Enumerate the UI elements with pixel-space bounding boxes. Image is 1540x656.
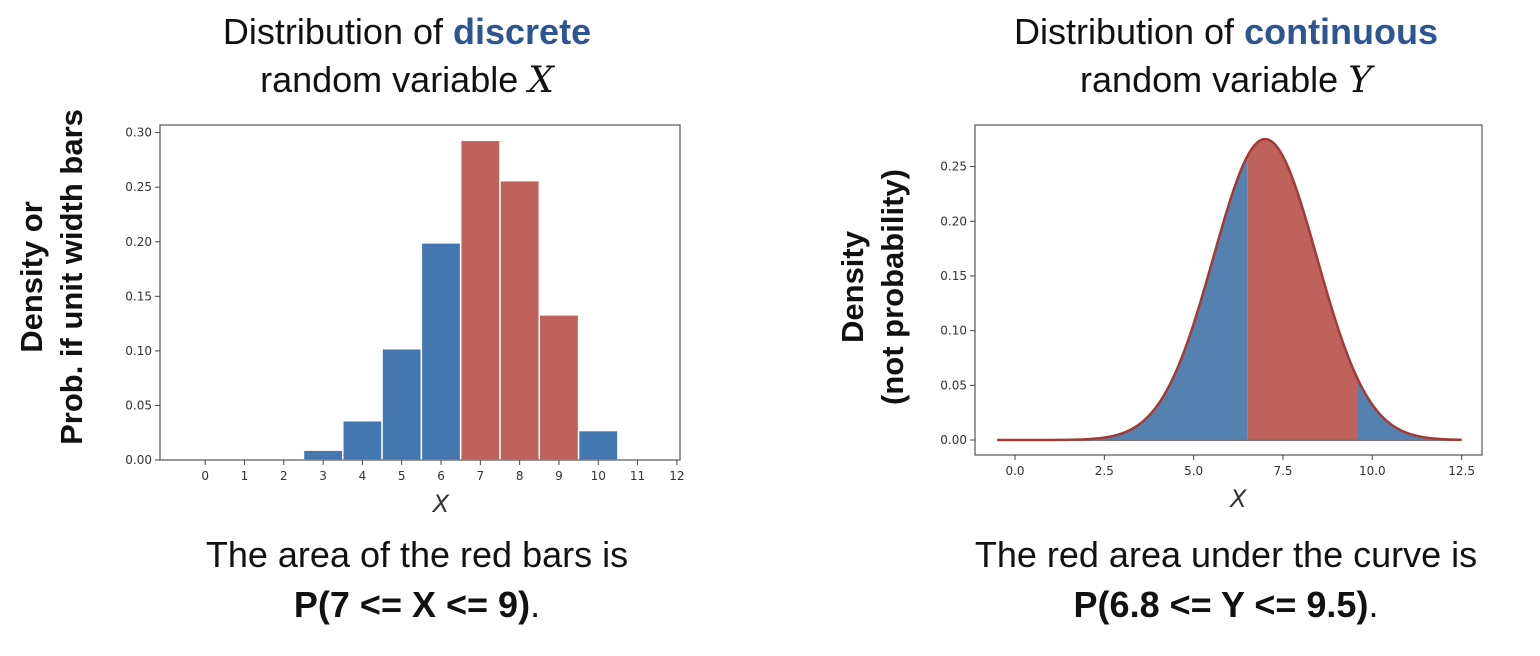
left-ylabel-line1: Density or (14, 201, 49, 353)
left-x-tick-label: 6 (437, 469, 445, 483)
right-x-axis-label: X (1228, 485, 1247, 513)
left-y-tick-label: 0.30 (125, 126, 152, 140)
left-x-tick-label: 0 (201, 469, 209, 483)
left-title-variable: X (528, 60, 554, 101)
left-tail-area (997, 156, 1248, 441)
right-title-emphasis: continuous (1244, 11, 1439, 52)
highlighted-bar (538, 314, 580, 461)
left-x-axis-label: X (431, 490, 450, 518)
right-y-tick-label: 0.20 (940, 214, 967, 228)
right-plot-frame (974, 124, 1483, 456)
right-caption: The red area under the curve is P(6.8 <=… (906, 530, 1540, 630)
left-title-emphasis: discrete (453, 11, 592, 52)
left-caption-end: . (530, 584, 541, 625)
density-curve (997, 137, 1462, 442)
left-title-line2: random variable (260, 59, 529, 100)
left-x-tick-label: 11 (630, 469, 645, 483)
left-plot-frame (159, 124, 681, 461)
right-y-tick-label: 0.00 (940, 433, 967, 447)
right-title-variable: Y (1348, 60, 1372, 101)
left-x-tick-label: 9 (555, 469, 563, 483)
bar (342, 419, 383, 461)
right-caption-line1: The red area under the curve is (974, 534, 1478, 575)
left-caption: The area of the red bars is P(7 <= X <= … (97, 530, 737, 630)
left-caption-probability: P(7 <= X <= 9) (293, 584, 531, 625)
right-y-tick-label: 0.05 (940, 378, 967, 392)
highlighted-bar (499, 179, 541, 461)
highlighted-bar (459, 139, 501, 461)
left-y-tick-label: 0.20 (125, 235, 152, 249)
right-title-line2: random variable (1080, 59, 1349, 100)
right-ylabel-line1: Density (835, 231, 870, 343)
left-x-tick-label: 12 (669, 469, 684, 483)
left-x-tick-label: 10 (591, 469, 606, 483)
right-x-tick-label: 0.0 (1005, 464, 1024, 478)
left-x-tick-label: 3 (319, 469, 327, 483)
right-x-tick-label: 2.5 (1095, 464, 1114, 478)
right-y-tick-label: 0.25 (940, 160, 967, 174)
left-y-tick-label: 0.00 (125, 453, 152, 467)
right-ylabel-line2: (not probability) (875, 169, 910, 405)
left-x-tick-label: 7 (477, 469, 485, 483)
highlighted-area (1247, 139, 1359, 441)
right-y-tick-label: 0.15 (940, 269, 967, 283)
left-x-tick-label: 2 (280, 469, 288, 483)
right-tail-area (1358, 379, 1462, 441)
right-y-tick-label: 0.10 (940, 324, 967, 338)
left-caption-line1: The area of the red bars is (205, 534, 629, 575)
left-y-axis-label: Density or Prob. if unit width bars (12, 109, 92, 445)
left-title: Distribution of discrete random variable… (107, 8, 707, 105)
left-y-tick-label: 0.10 (125, 344, 152, 358)
discrete-distribution-chart: 0 1 2 3 4 5 6 7 8 9 10 11 120.000.050.100.150.200.25… (125, 124, 684, 518)
right-x-tick-label: 10.0 (1359, 464, 1386, 478)
right-title: Distribution of continuous random variab… (926, 8, 1526, 105)
right-x-tick-label: 5.0 (1184, 464, 1203, 478)
left-ylabel-line2: Prob. if unit width bars (54, 109, 89, 445)
left-y-tick-label: 0.25 (125, 180, 152, 194)
bar (577, 429, 619, 461)
right-x-tick-label: 12.5 (1448, 464, 1475, 478)
left-x-tick-label: 5 (398, 469, 406, 483)
continuous-distribution-chart: 0.0 2.5 5.0 7.5 10.0 12.5 0.00 0.05 0.10 0.15 0.20… (940, 124, 1483, 513)
right-x-tick-label: 7.5 (1273, 464, 1292, 478)
left-y-tick-label: 0.05 (125, 398, 152, 412)
left-title-prefix: Distribution of (222, 11, 454, 52)
left-y-tick-label: 0.15 (125, 289, 152, 303)
bar (302, 449, 344, 461)
right-y-axis-label: Density (not probability) (833, 169, 913, 405)
right-caption-probability: P(6.8 <= Y <= 9.5) (1073, 584, 1369, 625)
bar (381, 347, 423, 461)
left-x-tick-label: 8 (516, 469, 524, 483)
left-x-tick-label: 1 (241, 469, 249, 483)
bar (420, 242, 462, 461)
right-title-prefix: Distribution of (1013, 11, 1245, 52)
left-x-tick-label: 4 (359, 469, 367, 483)
right-caption-end: . (1368, 584, 1379, 625)
